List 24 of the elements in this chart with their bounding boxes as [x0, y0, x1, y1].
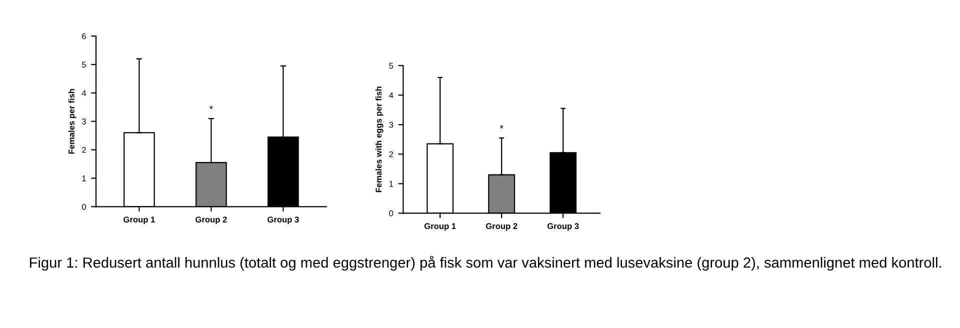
y-tick-label: 1: [389, 180, 394, 187]
y-axis-title: Females per fish: [68, 88, 76, 154]
annotation: *: [209, 106, 213, 110]
y-tick-label: 5: [389, 62, 394, 69]
y-tick-label: 2: [389, 151, 394, 158]
x-tick-label: Group 2: [486, 223, 518, 231]
x-tick-label: Group 2: [196, 216, 227, 224]
y-tick-label: 4: [82, 90, 86, 96]
y-tick-label: 3: [389, 122, 394, 128]
text: Figur 1: Redusert antall hunnlus (totalt og med eggstrenger) på fisk som var vaksinert med lusevaksine (group 2), sammenlignet med kontroll.: [30, 256, 941, 271]
x-tick-label: Group 3: [547, 223, 579, 231]
y-tick-label: 1: [82, 176, 86, 182]
annotation: *: [500, 125, 504, 128]
y-tick-label: 3: [82, 118, 86, 124]
y-axis-title: Females with eggs per fish: [375, 86, 384, 192]
y-tick-label: 0: [389, 210, 394, 216]
y-tick-label: 0: [82, 204, 86, 210]
x-tick-label: Group 1: [124, 216, 155, 224]
y-tick-label: 6: [82, 33, 86, 40]
x-tick-label: Group 1: [424, 223, 456, 231]
y-tick-label: 2: [82, 146, 86, 153]
y-tick-label: 4: [389, 92, 394, 98]
x-tick-label: Group 3: [268, 216, 299, 224]
y-tick-label: 5: [82, 62, 86, 68]
